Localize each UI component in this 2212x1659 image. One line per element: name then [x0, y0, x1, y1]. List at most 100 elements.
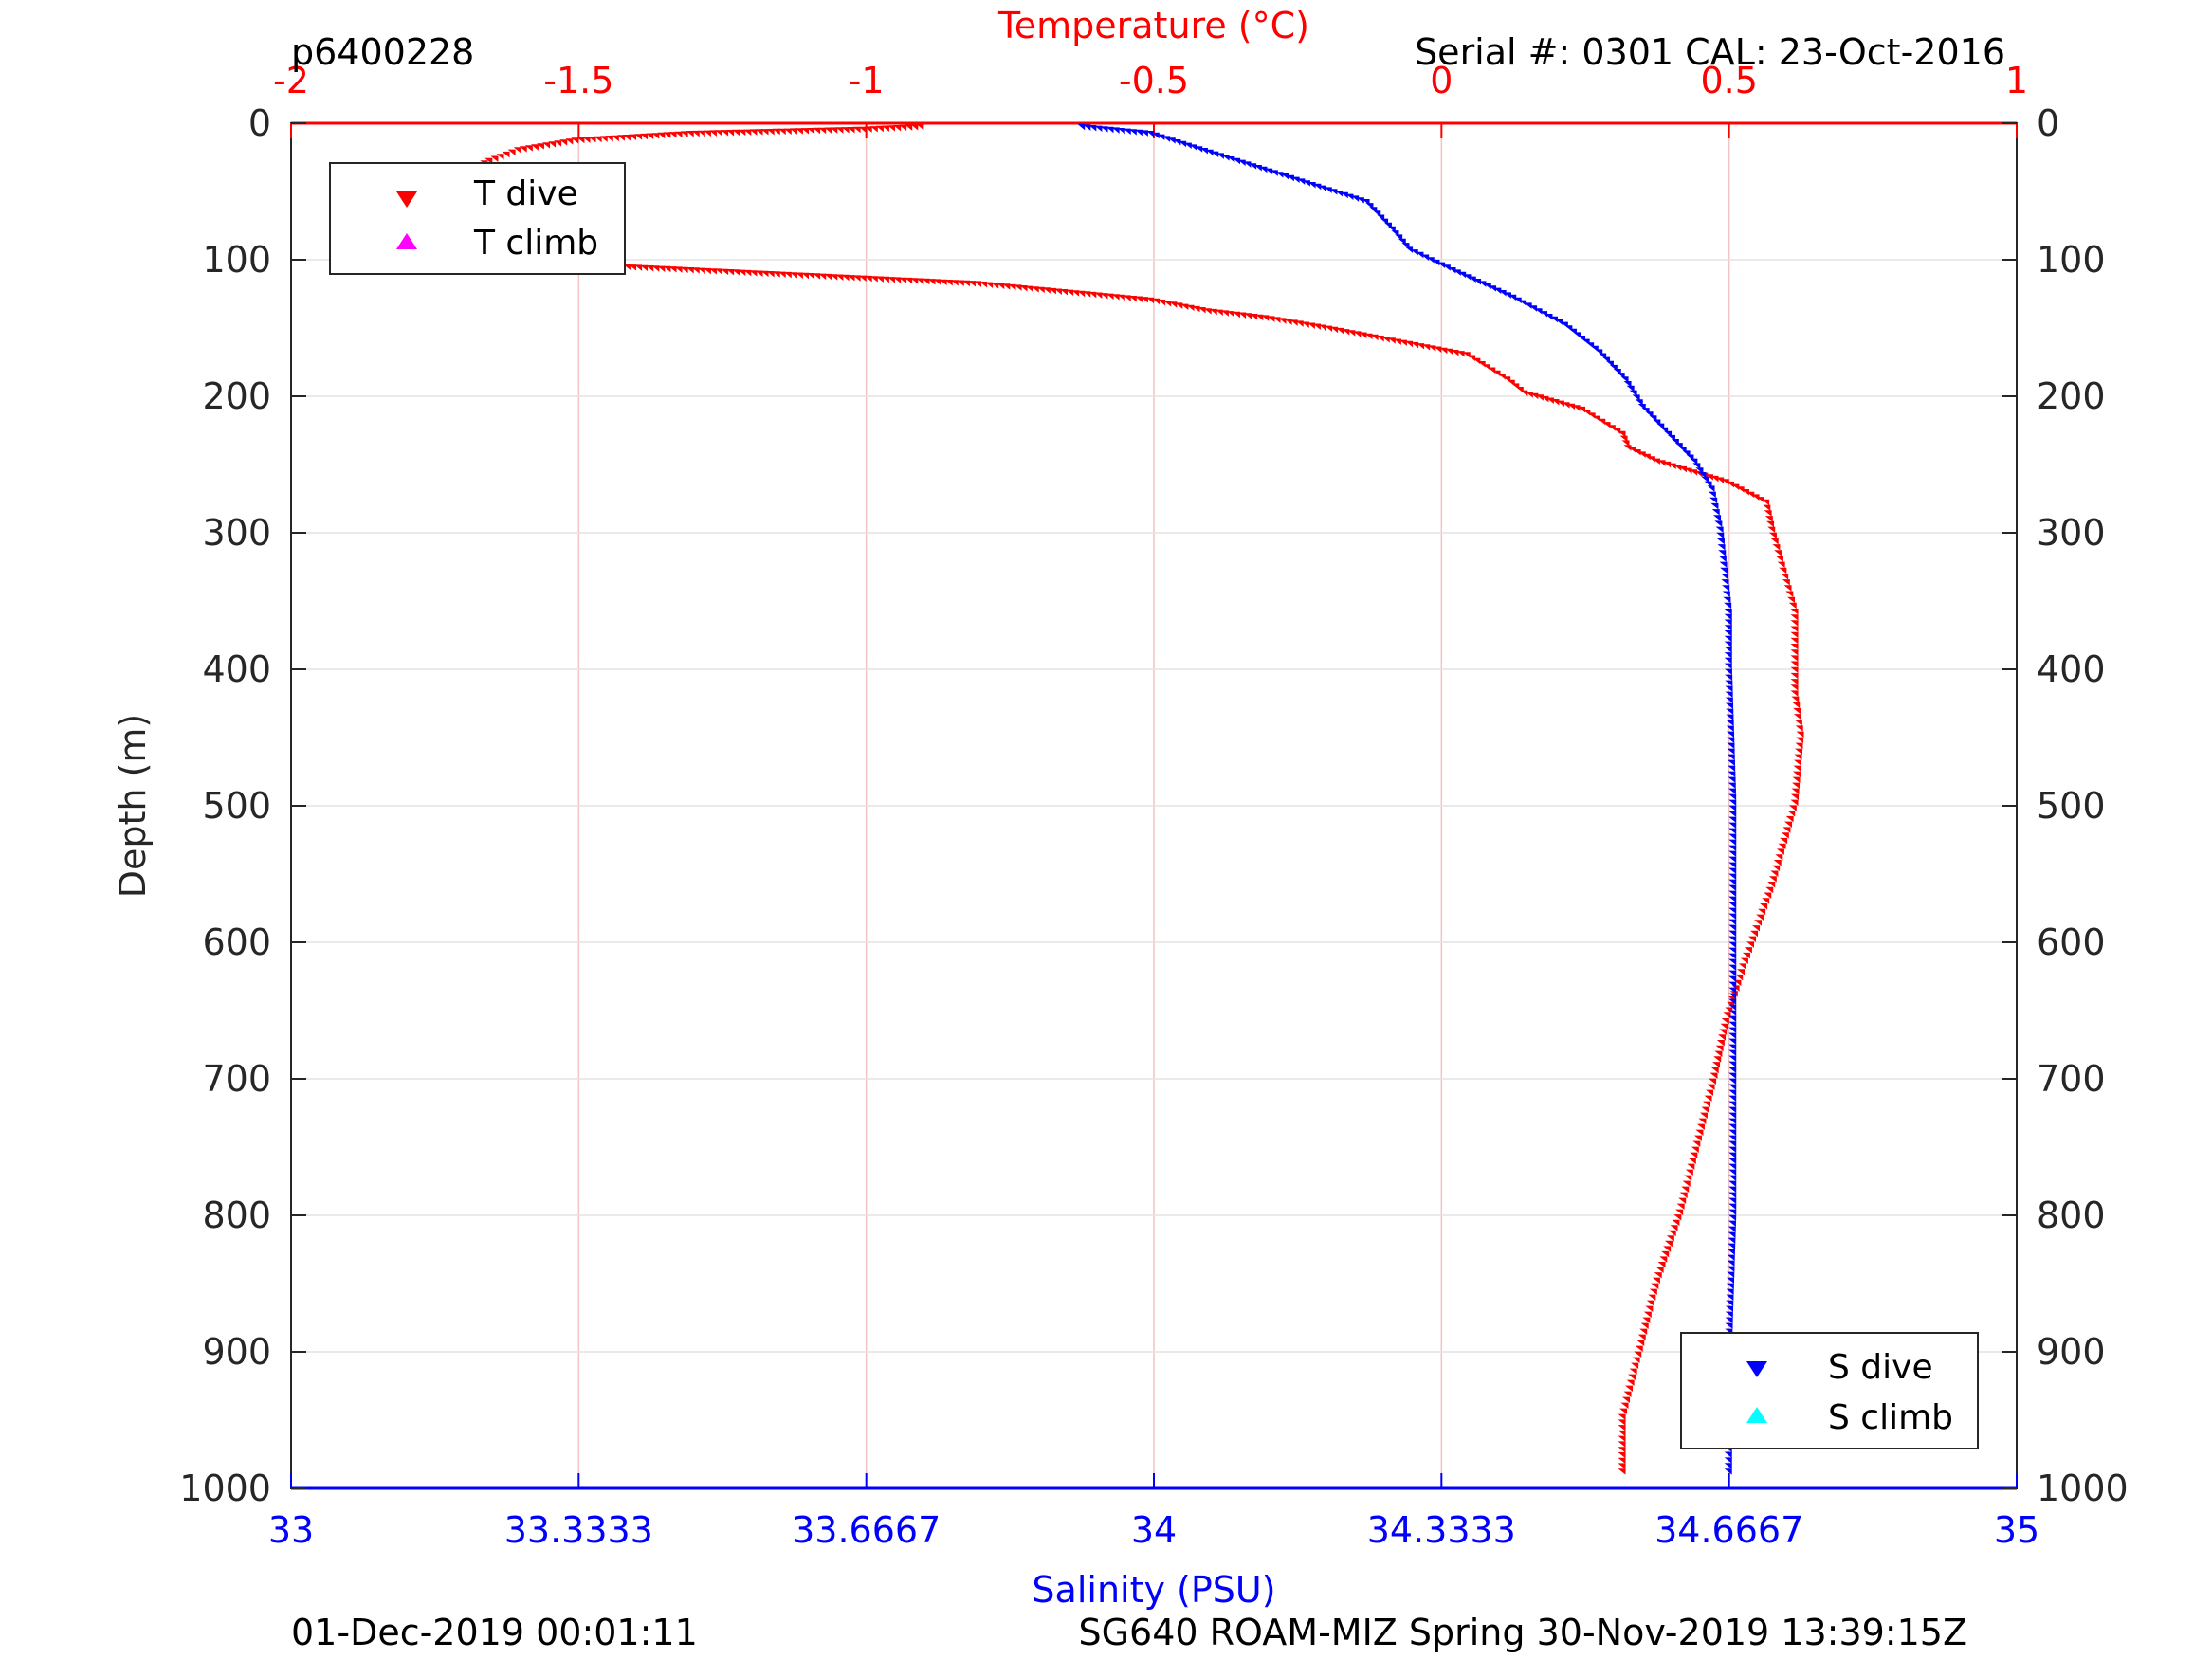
data-point [1014, 284, 1022, 291]
data-point [1728, 1129, 1737, 1137]
data-point [1140, 130, 1148, 137]
data-point [801, 272, 810, 280]
data-point [1788, 805, 1797, 811]
data-point [1715, 526, 1724, 534]
data-point [1042, 287, 1051, 294]
data-point [1763, 504, 1771, 512]
data-point [1726, 714, 1734, 721]
data-point [1676, 1203, 1685, 1211]
data-point [869, 126, 878, 133]
data-point [1713, 515, 1722, 521]
data-point [1163, 301, 1172, 307]
legend-t-climb-label: T climb [473, 224, 598, 263]
data-point [933, 279, 941, 285]
data-point [749, 129, 758, 136]
data-point [1492, 370, 1501, 377]
data-point [1398, 339, 1407, 347]
data-point [1721, 1018, 1729, 1025]
data-point [1719, 561, 1728, 569]
depth-tick-label-right: 0 [2037, 102, 2059, 144]
data-point [1748, 936, 1757, 943]
data-point [743, 269, 752, 277]
data-point [1719, 1029, 1728, 1035]
data-point [1693, 1135, 1702, 1142]
data-point [1573, 332, 1581, 338]
data-point [1659, 1256, 1668, 1263]
data-point [1716, 538, 1725, 545]
data-point [824, 273, 832, 281]
data-point [1319, 324, 1327, 331]
data-point [1791, 793, 1800, 801]
dive-id: p6400228 [291, 31, 474, 73]
data-point [1498, 290, 1507, 297]
data-point [1209, 308, 1217, 316]
data-point [1189, 144, 1197, 151]
data-point [1291, 176, 1300, 184]
data-point [1725, 1317, 1733, 1324]
data-point [634, 134, 643, 140]
data-point [1618, 1413, 1626, 1421]
data-point [513, 147, 521, 154]
data-point [1233, 311, 1241, 319]
depth-tick-label-left: 500 [202, 785, 271, 827]
data-point [1728, 1106, 1737, 1114]
salinity-tick-label: 33.3333 [504, 1509, 653, 1551]
data-point [1511, 383, 1520, 390]
data-point [1727, 1249, 1735, 1256]
data-point [1695, 1129, 1704, 1137]
data-point [1313, 183, 1322, 191]
data-point [1411, 341, 1419, 349]
data-point [1787, 811, 1796, 817]
data-point [680, 266, 688, 274]
data-point [1790, 684, 1799, 691]
data-point [1325, 325, 1333, 333]
data-point [1724, 609, 1732, 615]
data-point [1714, 520, 1723, 527]
data-point [1728, 867, 1737, 875]
data-point [1716, 477, 1725, 483]
depth-tick-label-left: 900 [202, 1331, 271, 1373]
data-point [824, 127, 832, 134]
data-point [1791, 788, 1800, 795]
data-point [1790, 644, 1799, 650]
data-point [1728, 1061, 1737, 1068]
data-point [1728, 1044, 1737, 1051]
data-point [738, 129, 746, 137]
data-point [766, 271, 775, 278]
data-point [1661, 1250, 1670, 1258]
data-point [1726, 1305, 1734, 1313]
data-point [1618, 1457, 1626, 1465]
data-point [1728, 890, 1737, 898]
data-point [1312, 323, 1321, 330]
salinity-tick-label: 33.6667 [792, 1509, 941, 1551]
data-point [1381, 337, 1390, 343]
data-point [1083, 291, 1091, 298]
data-point [1618, 1463, 1626, 1469]
data-point [1255, 314, 1264, 321]
data-point [708, 268, 717, 275]
data-point [1197, 307, 1206, 314]
data-point [905, 277, 913, 284]
data-point [1728, 1214, 1737, 1222]
data-point [594, 136, 602, 143]
data-point [1458, 271, 1467, 279]
data-point [1289, 319, 1298, 326]
data-point [1549, 316, 1558, 323]
data-point [1497, 374, 1506, 380]
data-point [1709, 497, 1718, 504]
data-point [1019, 285, 1028, 292]
data-point [1715, 1045, 1724, 1052]
data-point [1724, 630, 1732, 637]
data-point [835, 274, 844, 281]
data-point [1663, 1246, 1672, 1252]
data-point [1706, 1089, 1714, 1097]
data-point [1140, 297, 1148, 303]
data-point [1796, 731, 1804, 738]
data-point [1646, 1300, 1654, 1307]
data-point [1728, 993, 1737, 1000]
data-point [835, 127, 844, 134]
data-point [1094, 292, 1103, 299]
data-point [1405, 340, 1414, 348]
data-point [663, 132, 671, 138]
data-point [1703, 1101, 1711, 1108]
